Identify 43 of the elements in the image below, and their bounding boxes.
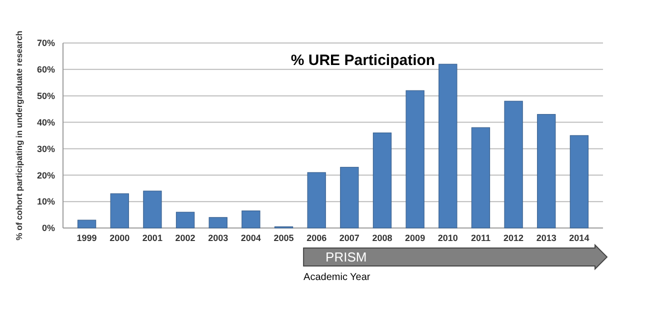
x-tick-label: 2004 [240, 233, 261, 243]
x-tick-label: 2013 [536, 233, 556, 243]
x-tick-label: 2003 [208, 233, 228, 243]
x-tick-label: 2012 [504, 233, 524, 243]
y-tick-label: 60% [36, 64, 55, 75]
bar [242, 210, 260, 228]
bar [438, 64, 458, 228]
y-tick-label: 0% [42, 223, 55, 234]
y-tick-label: 20% [36, 170, 55, 180]
y-axis-title: % of cohort participating in undergraduate research [14, 30, 24, 240]
x-tick-label: 2000 [110, 233, 130, 243]
bar [143, 190, 162, 228]
bar [340, 166, 359, 228]
x-tick-label: 2009 [405, 233, 426, 243]
bar [537, 114, 556, 228]
x-tick-label: 2008 [372, 233, 392, 243]
x-tick-label: 2001 [142, 233, 162, 243]
text: % URE Participation [290, 52, 436, 69]
text: PRISM [326, 250, 367, 265]
bar [504, 100, 523, 228]
x-tick-label: 1999 [76, 233, 97, 243]
bar [176, 212, 195, 228]
x-tick-label: 2014 [569, 233, 590, 243]
bar [307, 172, 326, 228]
x-axis-title: Academic Year [304, 272, 371, 283]
bar [372, 132, 392, 228]
y-tick-label: 30% [36, 144, 55, 154]
y-tick-label: 50% [36, 91, 55, 102]
x-tick-label: 2011 [470, 233, 490, 243]
bar [110, 193, 129, 228]
x-tick-label: 2010 [438, 233, 458, 243]
bar [208, 217, 228, 228]
y-tick-label: 70% [36, 38, 55, 48]
x-tick-label: 2007 [339, 233, 360, 243]
x-tick-label: 2002 [175, 233, 196, 243]
bar [77, 220, 96, 228]
bar [570, 135, 589, 228]
bar [471, 127, 490, 228]
y-tick-label: 40% [36, 117, 55, 128]
bar [406, 90, 424, 228]
y-tick-label: 10% [36, 196, 55, 207]
x-tick-label: 2006 [306, 233, 327, 243]
x-tick-label: 2005 [274, 233, 294, 243]
